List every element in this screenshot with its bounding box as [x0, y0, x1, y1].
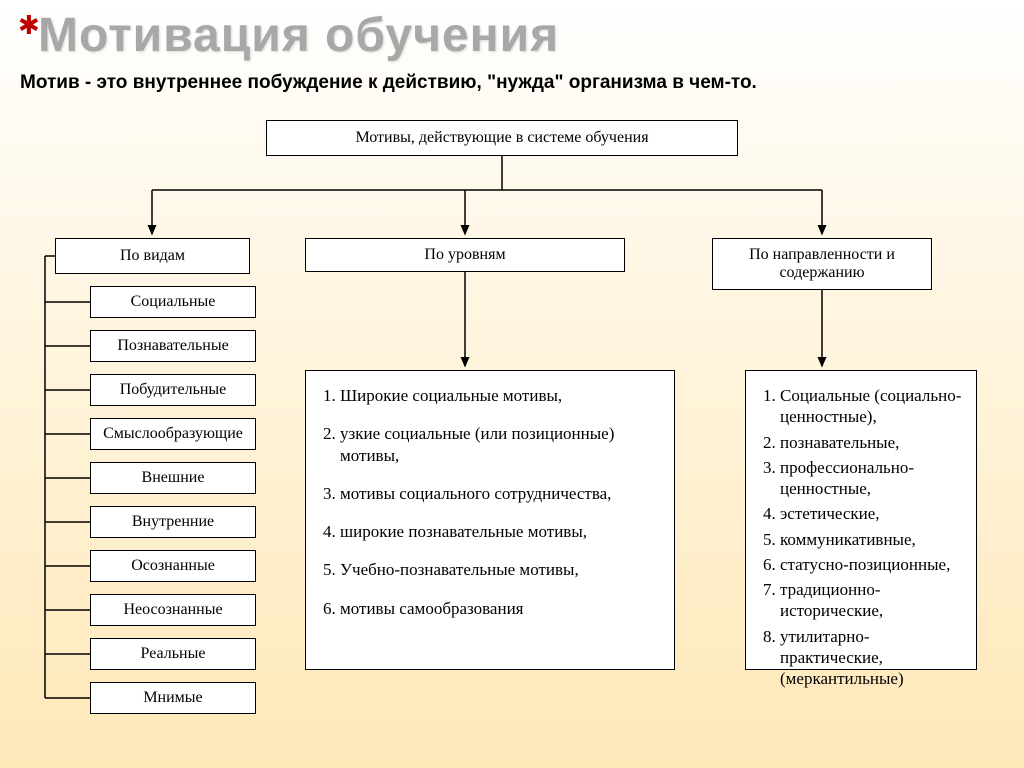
leaf-item: Осознанные: [90, 550, 256, 582]
list-item: Учебно-познавательные мотивы,: [340, 559, 662, 581]
list-item: познавательные,: [780, 432, 964, 453]
root-node: Мотивы, действующие в системе обучения: [266, 120, 738, 156]
list-item: узкие социальные (или позиционные) мотив…: [340, 423, 662, 467]
levels-list-box: Широкие социальные мотивы, узкие социальн…: [305, 370, 675, 670]
leaf-item: Неосознанные: [90, 594, 256, 626]
list-item: коммуникативные,: [780, 529, 964, 550]
leaf-item: Познавательные: [90, 330, 256, 362]
slide-title: Мотивация обучения: [38, 8, 559, 63]
list-item: статусно-позиционные,: [780, 554, 964, 575]
leaf-item: Внутренние: [90, 506, 256, 538]
leaf-item: Социальные: [90, 286, 256, 318]
directions-list-box: Социальные (социально-ценностные), познав…: [745, 370, 977, 670]
directions-list: Социальные (социально-ценностные), познав…: [758, 385, 964, 689]
star-decor: ✱: [18, 10, 40, 41]
category-by-types: По видам: [55, 238, 250, 274]
list-item: Социальные (социально-ценностные),: [780, 385, 964, 428]
category-by-levels: По уровням: [305, 238, 625, 272]
list-item: утилитарно-практические, (меркантильные): [780, 626, 964, 690]
leaf-item: Мнимые: [90, 682, 256, 714]
leaf-item: Внешние: [90, 462, 256, 494]
leaf-item: Побудительные: [90, 374, 256, 406]
leaf-item: Смыслообразующие: [90, 418, 256, 450]
list-item: Широкие социальные мотивы,: [340, 385, 662, 407]
list-item: эстетические,: [780, 503, 964, 524]
levels-list: Широкие социальные мотивы, узкие социальн…: [318, 385, 662, 620]
slide-subtitle: Мотив - это внутреннее побуждение к дейс…: [20, 72, 757, 94]
category-by-direction: По направленности и содержанию: [712, 238, 932, 290]
leaf-item: Реальные: [90, 638, 256, 670]
list-item: традиционно-исторические,: [780, 579, 964, 622]
list-item: профессионально-ценностные,: [780, 457, 964, 500]
list-item: широкие познавательные мотивы,: [340, 521, 662, 543]
list-item: мотивы самообразования: [340, 598, 662, 620]
list-item: мотивы социального сотрудничества,: [340, 483, 662, 505]
